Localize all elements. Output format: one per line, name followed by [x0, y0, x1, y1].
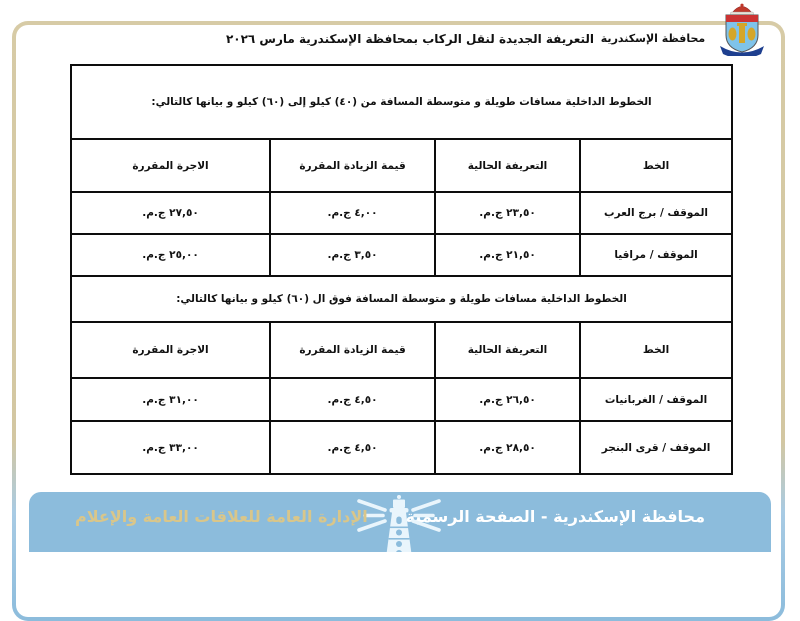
col-header-increase-value: قيمة الزيادة المقررة [269, 321, 437, 379]
footer-department-label: الإدارة العامة للعلاقات العامة والإعلام [75, 507, 368, 526]
col-header-approved-fare: الاجرة المقررة [69, 138, 272, 193]
section-1-header-row: الخط التعريفة الحالية قيمة الزيادة المقر… [69, 138, 734, 193]
cell-line: الموقف / قرى البنجر [579, 420, 734, 475]
col-header-current-tariff: التعريفة الحالية [434, 321, 582, 379]
cell-increase-value: ٤,٥٠ ج.م. [269, 420, 437, 475]
section-1-caption: الخطوط الداخلية مسافات طويلة و متوسطة ال… [69, 64, 734, 140]
cell-current-tariff: ٢٦,٥٠ ج.م. [434, 377, 582, 422]
cell-line: الموقف / برج العرب [579, 191, 734, 235]
table-row: الموقف / الغربانيات ٢٦,٥٠ ج.م. ٤,٥٠ ج.م.… [69, 377, 734, 422]
governorate-emblem-icon [710, 3, 774, 59]
cell-approved-fare: ٢٧,٥٠ ج.م. [69, 191, 272, 235]
cell-approved-fare: ٢٥,٠٠ ج.م. [69, 233, 272, 277]
tariff-table: الخطوط الداخلية مسافات طويلة و متوسطة ال… [69, 64, 734, 475]
col-header-increase-value: قيمة الزيادة المقررة [269, 138, 437, 193]
col-header-line: الخط [579, 138, 734, 193]
cell-approved-fare: ٣٣,٠٠ ج.م. [69, 420, 272, 475]
document-page: { "page": { "org_name": "محافظة الإسكندر… [12, 3, 785, 621]
table-row: الموقف / مراقيا ٢١,٥٠ ج.م. ٣,٥٠ ج.م. ٢٥,… [69, 233, 734, 277]
cell-approved-fare: ٣١,٠٠ ج.م. [69, 377, 272, 422]
table-row: الموقف / قرى البنجر ٢٨,٥٠ ج.م. ٤,٥٠ ج.م.… [69, 420, 734, 475]
section-1-caption-row: الخطوط الداخلية مسافات طويلة و متوسطة ال… [69, 64, 734, 140]
governorate-name-label: محافظة الإسكندرية [600, 32, 706, 45]
cell-increase-value: ٤,٠٠ ج.م. [269, 191, 437, 235]
footer-official-page-label: محافظة الإسكندرية - الصفحة الرسمية [405, 507, 705, 526]
page-title: التعريفة الجديدة لنقل الركاب بمحافظة الإ… [225, 32, 595, 46]
cell-increase-value: ٤,٥٠ ج.م. [269, 377, 437, 422]
lighthouse-icon [355, 494, 443, 552]
cell-line: الموقف / الغربانيات [579, 377, 734, 422]
cell-current-tariff: ٢٣,٥٠ ج.م. [434, 191, 582, 235]
section-2-header-row: الخط التعريفة الحالية قيمة الزيادة المقر… [69, 321, 734, 379]
cell-current-tariff: ٢١,٥٠ ج.م. [434, 233, 582, 277]
col-header-approved-fare: الاجرة المقررة [69, 321, 272, 379]
footer-band: محافظة الإسكندرية - الصفحة الرسمية [29, 492, 771, 552]
cell-line: الموقف / مراقيا [579, 233, 734, 277]
table-row: الموقف / برج العرب ٢٣,٥٠ ج.م. ٤,٠٠ ج.م. … [69, 191, 734, 235]
section-2-caption-row: الخطوط الداخلية مسافات طويلة و متوسطة ال… [69, 275, 734, 323]
col-header-current-tariff: التعريفة الحالية [434, 138, 582, 193]
col-header-line: الخط [579, 321, 734, 379]
section-2-caption: الخطوط الداخلية مسافات طويلة و متوسطة ال… [69, 275, 734, 323]
cell-increase-value: ٣,٥٠ ج.م. [269, 233, 437, 277]
cell-current-tariff: ٢٨,٥٠ ج.م. [434, 420, 582, 475]
